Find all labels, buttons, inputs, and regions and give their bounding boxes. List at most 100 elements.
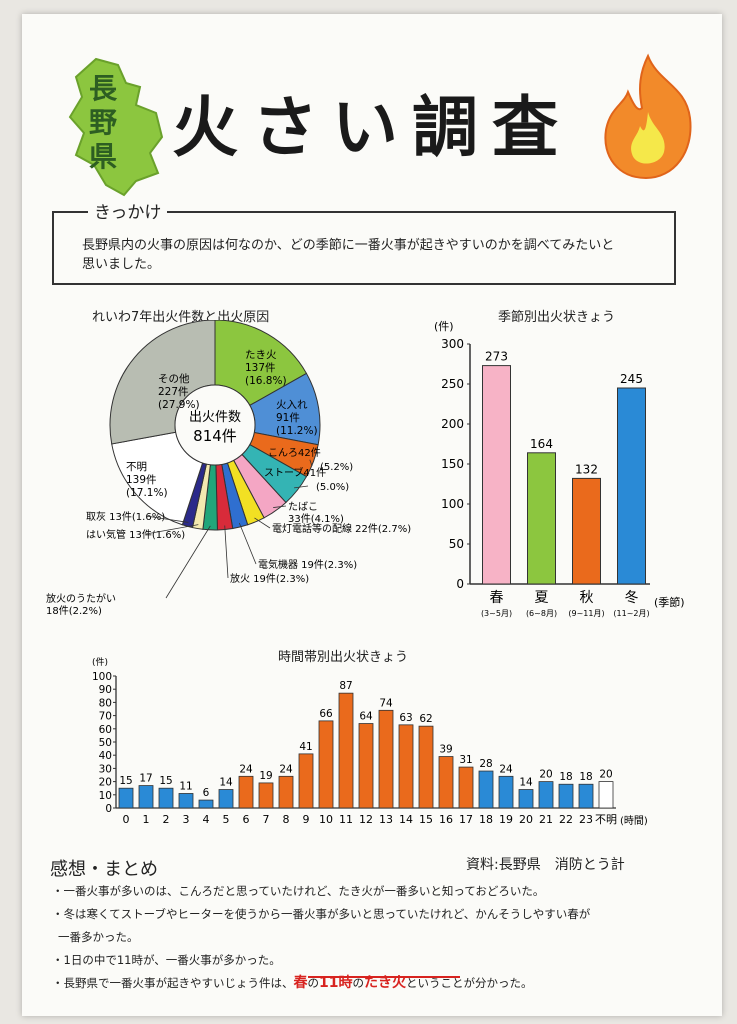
- pie-slice-name: たばこ: [288, 501, 318, 513]
- summary-line: ・1日の中で11時が、一番火事が多かった。: [52, 953, 281, 967]
- pie-leader-line: [165, 525, 211, 599]
- season-ylabel: (件): [434, 320, 454, 333]
- intro-text: 長野県内の火事の原因は何なのか、どの季節に一番火事が起きやすいのかを調べてみたい…: [82, 236, 672, 274]
- summary-line: ・冬は寒くてストーブやヒーターを使うから一番火事が多いと思っていたけれど、かんそ…: [52, 907, 591, 921]
- hourly-category-label: 4: [203, 813, 210, 826]
- pie-slice-count: 18件(2.2%): [46, 605, 102, 617]
- pie-slice-name: 電気機器 19件(2.3%): [258, 558, 357, 571]
- hourly-category-label: 7: [263, 813, 270, 826]
- hourly-category-label: 不明: [595, 813, 617, 826]
- pie-leader-line: [309, 459, 313, 467]
- season-ytick-label: 50: [449, 537, 464, 551]
- pie-slice-pct: (5.0%): [316, 482, 349, 493]
- season-ytick-label: 100: [441, 497, 464, 511]
- hourly-bar: [358, 723, 374, 809]
- pie-slice-name: 不明: [126, 461, 147, 473]
- fire-icon: [604, 53, 692, 180]
- hourly-bar: [198, 799, 214, 809]
- hourly-ytick-label: 10: [99, 790, 112, 802]
- intro-line-2: 思いました。: [82, 257, 161, 272]
- hourly-bar: [378, 709, 394, 809]
- hourly-category-label: 6: [243, 813, 250, 826]
- pie-center-label: 出火件数: [189, 410, 241, 425]
- pie-leader-line: [238, 522, 257, 565]
- intro-label: きっかけ: [88, 198, 168, 223]
- pie-slice-count: 137件: [245, 362, 276, 374]
- highlight-season: 春: [293, 975, 308, 991]
- hourly-bar: [298, 753, 314, 809]
- hourly-bar-value: 74: [379, 697, 393, 709]
- hourly-bar-value: 63: [399, 712, 412, 724]
- season-ytick-label: 200: [441, 417, 464, 431]
- hourly-chart-title: 時間帯別出火状きょう: [278, 650, 409, 665]
- hourly-category-label: 22: [559, 813, 573, 826]
- hourly-bar-value: 28: [479, 758, 492, 770]
- hourly-bar-value: 24: [239, 763, 253, 775]
- hourly-ytick-label: 100: [92, 671, 112, 683]
- hourly-bar: [578, 783, 594, 809]
- season-range-label: (11~2月): [613, 609, 649, 618]
- hourly-bar: [158, 787, 174, 809]
- hourly-bar: [258, 782, 274, 809]
- hourly-bar: [498, 775, 514, 809]
- pie-slice-pct: (5.2%): [320, 462, 353, 473]
- hourly-bar: [538, 781, 554, 809]
- hourly-category-label: 9: [303, 813, 310, 826]
- hourly-ylabel: (件): [92, 656, 108, 668]
- hourly-bar-value: 18: [579, 771, 592, 783]
- season-bar-value: 164: [530, 437, 553, 451]
- hourly-bar: [438, 756, 454, 809]
- hourly-ytick-label: 0: [105, 803, 112, 815]
- hourly-bar: [398, 724, 414, 809]
- hourly-category-label: 14: [399, 813, 413, 826]
- highlight-cause: たき火: [363, 975, 406, 991]
- conclusion-underline: [308, 976, 460, 978]
- pie-slice-pct: (16.8%): [245, 375, 287, 387]
- hourly-bar-value: 15: [159, 775, 172, 787]
- season-bar: [527, 452, 556, 585]
- hourly-bar: [338, 692, 354, 809]
- hourly-ytick-label: 90: [99, 684, 112, 696]
- hourly-bar-value: 62: [419, 713, 432, 725]
- season-bar-value: 273: [485, 350, 508, 364]
- season-range-label: (3~5月): [481, 609, 512, 618]
- pie-leader-line: [145, 524, 199, 535]
- hourly-bar-value: 20: [539, 769, 552, 781]
- hourly-bar-value: 20: [599, 769, 612, 781]
- season-bar: [617, 387, 646, 585]
- pie-center-value: 814件: [193, 427, 237, 445]
- hourly-category-label: 11: [339, 813, 353, 826]
- hourly-category-label: 21: [539, 813, 553, 826]
- pie-slice-name: たき火: [245, 349, 277, 361]
- summary-line: 一番多かった。: [58, 930, 139, 944]
- hourly-category-label: 19: [499, 813, 513, 826]
- pie-leader-line: [224, 525, 229, 579]
- hourly-bar: [478, 770, 494, 809]
- season-category-label: 冬: [625, 590, 639, 606]
- season-ytick-label: 300: [441, 337, 464, 351]
- conclusion-mid: の: [307, 976, 320, 990]
- hourly-bar: [318, 720, 334, 809]
- season-bar: [572, 477, 601, 585]
- hourly-bar-value: 19: [259, 770, 272, 782]
- hourly-ytick-label: 80: [99, 697, 112, 709]
- pie-slice-name: 電灯電話等の配線 22件(2.7%): [272, 522, 411, 535]
- pie-slice-count: 227件: [158, 386, 189, 398]
- pie-slice-name: 放火 19件(2.3%): [230, 572, 309, 585]
- hourly-bar: [138, 785, 154, 809]
- hourly-category-label: 16: [439, 813, 453, 826]
- pie-slice-count: 91件: [276, 412, 300, 424]
- hourly-category-label: 17: [459, 813, 473, 826]
- hourly-category-label: 20: [519, 813, 533, 826]
- pie-slice-name: 火入れ: [276, 399, 308, 411]
- pie-slice-name: こんろ42件: [268, 447, 321, 459]
- season-range-label: (9~11月): [568, 609, 604, 618]
- season-ytick-label: 150: [441, 457, 464, 471]
- hourly-category-label: 23: [579, 813, 593, 826]
- pie-slice-name: その他: [158, 372, 190, 385]
- hourly-category-label: 3: [183, 813, 190, 826]
- summary-notes: ・一番火事が多いのは、こんろだと思っていたけれど、たき火が一番多いと知っておどろ…: [52, 880, 692, 995]
- hourly-bar-value: 6: [203, 787, 210, 799]
- hourly-bar-value: 87: [339, 680, 352, 692]
